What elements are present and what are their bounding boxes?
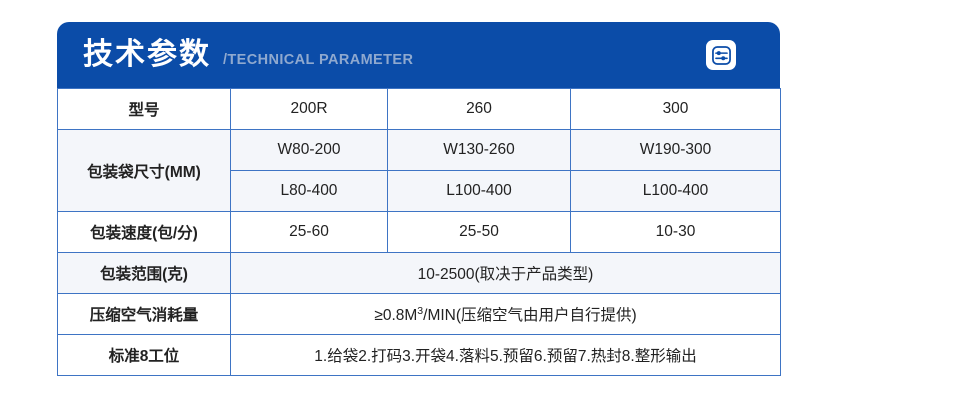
row-label-speed: 包装速度(包/分) xyxy=(57,211,231,253)
air-value-suffix: /MIN(压缩空气由用户自行提供) xyxy=(423,307,637,324)
table-row: L80-400 L100-400 L100-400 xyxy=(58,170,781,212)
table-row: 型号 200R 260 300 xyxy=(57,88,781,130)
row-label-range: 包装范围(克) xyxy=(57,252,231,294)
cell-bag-width-300: W190-300 xyxy=(570,129,781,171)
header-title-group: 技术参数 /TECHNICAL PARAMETER xyxy=(83,40,706,70)
technical-parameter-panel: 技术参数 /TECHNICAL PARAMETER 型号 200R 260 30… xyxy=(57,22,781,376)
row-label-model: 型号 xyxy=(57,88,231,130)
table-row: 包装速度(包/分) 25-60 25-50 10-30 xyxy=(57,211,781,253)
cell-range-all: 10-2500(取决于产品类型) xyxy=(230,252,781,294)
page-title: 技术参数 xyxy=(83,38,211,71)
row-label-stations: 标准8工位 xyxy=(57,334,231,376)
table-row: 压缩空气消耗量 ≥0.8M3/MIN(压缩空气由用户自行提供) xyxy=(57,293,781,335)
cell-model-200r: 200R xyxy=(230,88,388,130)
cell-bag-length-260: L100-400 xyxy=(387,170,571,212)
cell-bag-width-200r: W80-200 xyxy=(230,129,388,171)
table-row: 包装范围(克) 10-2500(取决于产品类型) xyxy=(57,252,781,294)
panel-header: 技术参数 /TECHNICAL PARAMETER xyxy=(57,22,780,88)
air-value-prefix: ≥0.8M xyxy=(374,307,418,324)
page-subtitle: /TECHNICAL PARAMETER xyxy=(223,52,414,68)
cell-speed-200r: 25-60 xyxy=(230,211,388,253)
row-label-air-consumption: 压缩空气消耗量 xyxy=(57,293,231,335)
cell-air-consumption-all: ≥0.8M3/MIN(压缩空气由用户自行提供) xyxy=(230,293,781,335)
cell-bag-width-260: W130-260 xyxy=(387,129,571,171)
table-row: 标准8工位 1.给袋2.打码3.开袋4.落料5.预留6.预留7.热封8.整形输出 xyxy=(57,334,781,376)
cell-bag-length-200r: L80-400 xyxy=(230,170,388,212)
cell-bag-length-300: L100-400 xyxy=(570,170,781,212)
cell-speed-300: 10-30 xyxy=(570,211,781,253)
cell-model-260: 260 xyxy=(387,88,571,130)
specifications-table: 型号 200R 260 300 包装袋尺寸(MM) W80-200 W130-2… xyxy=(57,88,781,376)
cell-model-300: 300 xyxy=(570,88,781,130)
sliders-settings-icon[interactable] xyxy=(706,40,736,70)
air-value-exponent: 3 xyxy=(417,304,424,317)
row-label-bag-size: 包装袋尺寸(MM) xyxy=(57,129,231,212)
cell-stations-all: 1.给袋2.打码3.开袋4.落料5.预留6.预留7.热封8.整形输出 xyxy=(230,334,781,376)
cell-speed-260: 25-50 xyxy=(387,211,571,253)
table-row: 包装袋尺寸(MM) W80-200 W130-260 W190-300 xyxy=(57,129,781,212)
